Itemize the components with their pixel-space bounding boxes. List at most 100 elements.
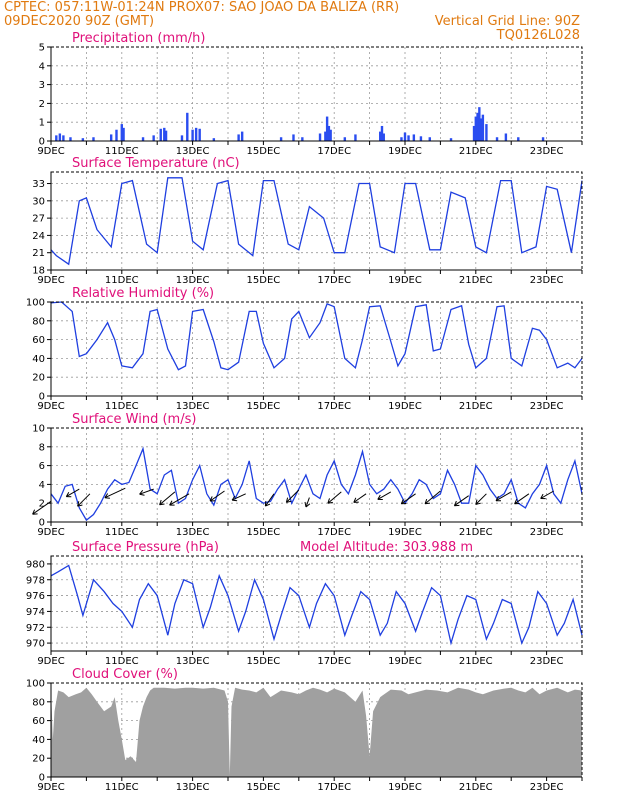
wind-arrow-head <box>232 500 237 501</box>
wind-xtick-label: 21DEC <box>459 527 493 538</box>
cloud-cover-ytick-label: 100 <box>26 679 45 690</box>
temperature-frame <box>51 172 582 270</box>
wind-arrow-shaft <box>425 491 440 504</box>
wind-arrow-shaft <box>78 494 90 506</box>
pressure-ytick-label: 978 <box>26 575 45 586</box>
precipitation-bar <box>329 130 331 141</box>
humidity-xtick-label: 19DEC <box>388 401 422 412</box>
temperature-ytick-label: 24 <box>32 231 45 242</box>
wind-title: Surface Wind (m/s) <box>72 412 196 427</box>
precipitation-bar <box>280 137 282 141</box>
precipitation-bar <box>160 129 162 141</box>
precipitation-bar <box>319 133 321 141</box>
precipitation-bar <box>344 137 346 141</box>
pressure-ytick-label: 976 <box>26 591 45 602</box>
wind-vector <box>140 489 154 495</box>
humidity-xtick-label: 13DEC <box>176 401 210 412</box>
precipitation-bar <box>152 135 154 141</box>
precipitation-bar <box>110 134 112 141</box>
humidity-title: Relative Humidity (%) <box>72 286 214 301</box>
wind-vector <box>425 491 440 504</box>
pressure-xtick-label: 17DEC <box>317 656 351 667</box>
pressure-xtick-label: 11DEC <box>105 656 139 667</box>
temperature-xtick-label: 17DEC <box>317 275 351 286</box>
wind-frame <box>51 428 582 522</box>
precipitation-bar <box>181 135 183 141</box>
wind-vector <box>541 491 554 499</box>
wind-xtick-label: 11DEC <box>105 527 139 538</box>
precipitation-bar <box>198 129 200 141</box>
precipitation-bar <box>195 128 197 141</box>
humidity-xtick-label: 15DEC <box>247 401 281 412</box>
precipitation-bar <box>142 137 144 141</box>
header-date: 09DEC2020 90Z (GMT) <box>4 14 154 29</box>
cloud-cover-xtick-label: 9DEC <box>37 782 64 793</box>
wind-ytick-label: 10 <box>32 424 45 435</box>
humidity-xtick-label: 23DEC <box>530 401 564 412</box>
cloud-cover-ytick-label: 80 <box>32 697 45 708</box>
precipitation-bar <box>165 131 167 141</box>
wind-ytick-label: 2 <box>39 499 45 510</box>
precipitation-bar <box>404 133 406 141</box>
humidity-xtick-label: 11DEC <box>105 401 139 412</box>
pressure-xtick-label: 21DEC <box>459 656 493 667</box>
temperature-ytick-label: 30 <box>32 196 45 207</box>
pressure-xtick-label: 23DEC <box>530 656 564 667</box>
precipitation-bar <box>517 137 519 141</box>
wind-xtick-label: 9DEC <box>37 527 64 538</box>
temperature-ytick-label: 33 <box>32 179 45 190</box>
cloud-cover-ytick-label: 40 <box>32 735 45 746</box>
pressure-xtick-label: 19DEC <box>388 656 422 667</box>
precipitation-bar <box>186 113 188 141</box>
wind-ytick-label: 4 <box>39 480 45 491</box>
wind-vector <box>210 491 224 501</box>
cloud-cover-title: Cloud Cover (%) <box>72 667 178 682</box>
pressure-ytick-label: 980 <box>26 559 45 570</box>
cloud-cover-xtick-label: 23DEC <box>530 782 564 793</box>
precipitation-bar <box>115 130 117 141</box>
humidity-ytick-label: 100 <box>26 298 45 309</box>
humidity-series-line <box>51 302 582 370</box>
wind-vector <box>354 494 366 503</box>
pressure-xtick-label: 13DEC <box>176 656 210 667</box>
precipitation-xtick-label: 17DEC <box>317 146 351 157</box>
precipitation-ytick-label: 4 <box>39 61 45 72</box>
cloud-cover-xtick-label: 19DEC <box>388 782 422 793</box>
pressure-ytick-label: 972 <box>26 623 45 634</box>
temperature-xtick-label: 21DEC <box>459 275 493 286</box>
precipitation-bar <box>383 133 385 141</box>
precipitation-bar <box>496 137 498 141</box>
precipitation-bar <box>400 137 402 141</box>
wind-xtick-label: 19DEC <box>388 527 422 538</box>
precipitation-bar <box>429 137 431 141</box>
precipitation-bar <box>354 134 356 141</box>
precipitation-bar <box>482 115 484 141</box>
cloud-cover-xtick-label: 17DEC <box>317 782 351 793</box>
precipitation-xtick-label: 21DEC <box>459 146 493 157</box>
precipitation-title: Precipitation (mm/h) <box>72 31 205 46</box>
wind-arrow-head <box>140 494 145 495</box>
precipitation-bar <box>62 135 64 141</box>
pressure-title: Surface Pressure (hPa) <box>72 540 219 555</box>
cloud-cover-xtick-label: 15DEC <box>247 782 281 793</box>
precipitation-bar <box>69 137 71 141</box>
precipitation-bar <box>407 135 409 141</box>
temperature-xtick-label: 23DEC <box>530 275 564 286</box>
temperature-ytick-label: 27 <box>32 214 45 225</box>
wind-vector <box>496 492 511 501</box>
cloud-cover-xtick-label: 11DEC <box>105 782 139 793</box>
header-grid-note: Vertical Grid Line: 90Z <box>435 14 580 29</box>
precipitation-bar <box>122 128 124 141</box>
precipitation-bar <box>59 133 61 141</box>
wind-xtick-label: 13DEC <box>176 527 210 538</box>
precipitation-bar <box>301 137 303 141</box>
wind-vector <box>378 492 391 500</box>
precipitation-bar <box>292 134 294 141</box>
precipitation-xtick-label: 23DEC <box>530 146 564 157</box>
cloud-cover-ytick-label: 60 <box>32 716 45 727</box>
